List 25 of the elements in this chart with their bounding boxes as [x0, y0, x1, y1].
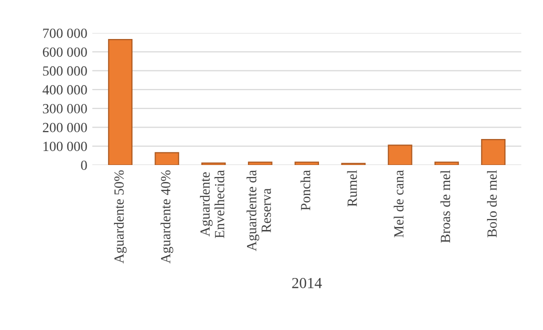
bar [154, 152, 180, 165]
y-tick-label: 400 000 [42, 85, 87, 95]
x-tick-label: Aguardente 50% [114, 170, 127, 264]
x-tick-label: Aguardente da Reserva [246, 170, 271, 252]
bar [434, 162, 459, 165]
y-tick-label: 600 000 [42, 47, 87, 57]
bar [388, 144, 412, 165]
bar [248, 162, 272, 165]
y-tick-label: 500 000 [43, 66, 87, 76]
y-tick-label: 300 000 [42, 104, 87, 114]
x-tick-label: Bolo de mel [487, 170, 497, 238]
y-tick-label: 0 [81, 160, 87, 170]
x-tick-label: Broas de mel [440, 170, 450, 243]
bar [108, 39, 132, 165]
y-tick-label: 200 000 [42, 122, 87, 132]
x-tick-label: Poncha [300, 170, 310, 210]
x-axis-title: 2014 [292, 278, 322, 288]
x-tick-label: Mel de cana [394, 170, 404, 238]
x-tick-label: Rumel [347, 170, 357, 206]
y-tick-label: 100 000 [44, 142, 87, 152]
bar [481, 138, 506, 165]
y-tick-label: 700 000 [43, 28, 87, 38]
x-tick-label: Aguardente Envelhecida [200, 170, 224, 238]
bar [294, 162, 320, 165]
x-tick-label: Aguardente 40% [160, 170, 174, 264]
